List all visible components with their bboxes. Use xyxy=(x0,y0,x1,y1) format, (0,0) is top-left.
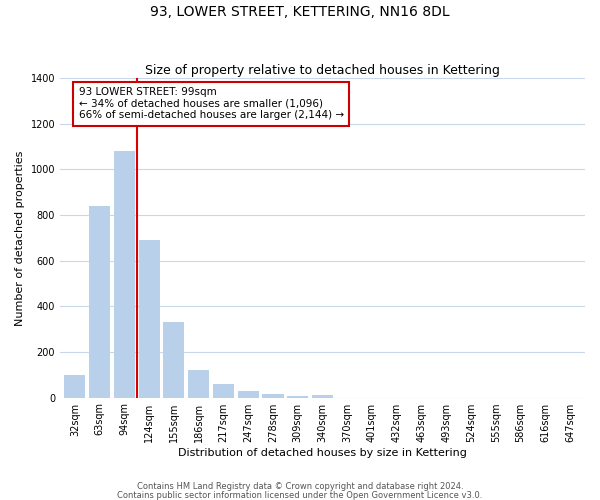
Text: Contains HM Land Registry data © Crown copyright and database right 2024.: Contains HM Land Registry data © Crown c… xyxy=(137,482,463,491)
Bar xyxy=(213,384,234,398)
X-axis label: Distribution of detached houses by size in Kettering: Distribution of detached houses by size … xyxy=(178,448,467,458)
Bar xyxy=(287,396,308,398)
Text: Contains public sector information licensed under the Open Government Licence v3: Contains public sector information licen… xyxy=(118,490,482,500)
Bar xyxy=(238,390,259,398)
Text: 93 LOWER STREET: 99sqm
← 34% of detached houses are smaller (1,096)
66% of semi-: 93 LOWER STREET: 99sqm ← 34% of detached… xyxy=(79,88,344,120)
Text: 93, LOWER STREET, KETTERING, NN16 8DL: 93, LOWER STREET, KETTERING, NN16 8DL xyxy=(150,5,450,19)
Bar xyxy=(114,151,135,398)
Bar xyxy=(89,206,110,398)
Bar xyxy=(163,322,184,398)
Bar xyxy=(64,375,85,398)
Bar xyxy=(312,396,333,398)
Bar xyxy=(262,394,284,398)
Title: Size of property relative to detached houses in Kettering: Size of property relative to detached ho… xyxy=(145,64,500,77)
Bar xyxy=(188,370,209,398)
Bar xyxy=(139,240,160,398)
Y-axis label: Number of detached properties: Number of detached properties xyxy=(15,150,25,326)
